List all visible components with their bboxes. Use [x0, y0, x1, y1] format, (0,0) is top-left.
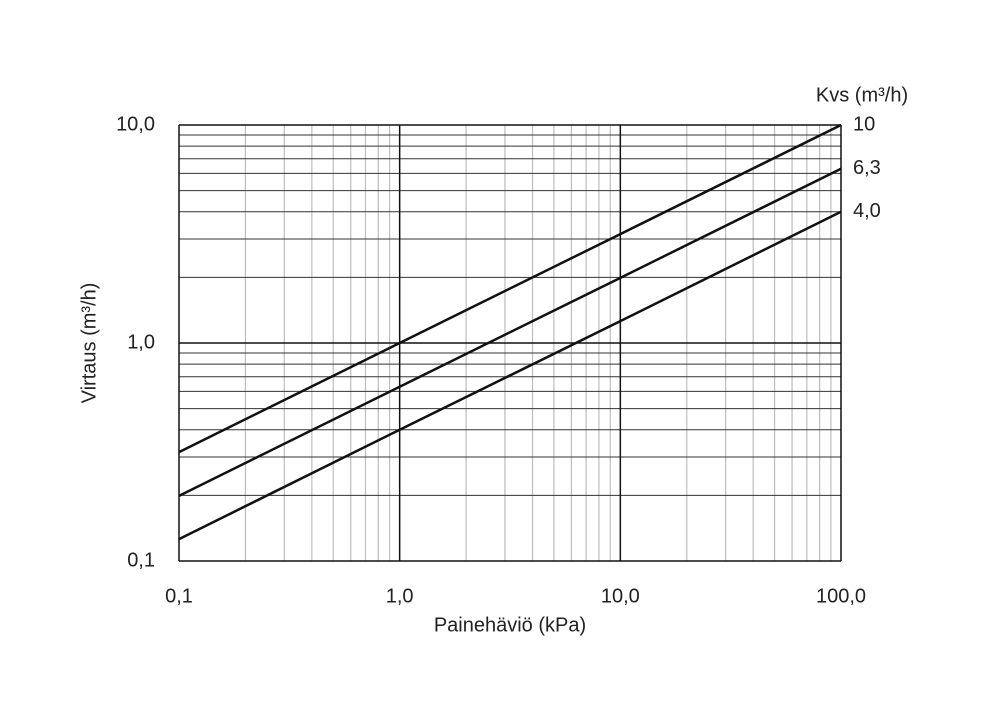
y-tick-label: 10,0	[116, 113, 155, 135]
series-label: 6,3	[853, 157, 881, 179]
y-axis-label: Virtaus (m³/h)	[78, 283, 100, 404]
series-label: 4,0	[853, 200, 881, 222]
legend-title: Kvs (m³/h)	[816, 84, 908, 106]
series-line	[178, 123, 842, 454]
x-tick-label: 100,0	[816, 585, 866, 607]
x-tick-label: 10,0	[601, 585, 640, 607]
series-label: 10	[853, 113, 875, 135]
series-line	[178, 167, 842, 497]
series-line	[178, 210, 842, 541]
y-tick-label: 1,0	[127, 331, 155, 353]
y-tick-label: 0,1	[127, 549, 155, 571]
x-tick-label: 0,1	[165, 585, 193, 607]
x-axis-label: Painehäviö (kPa)	[434, 614, 586, 636]
x-tick-label: 1,0	[386, 585, 414, 607]
